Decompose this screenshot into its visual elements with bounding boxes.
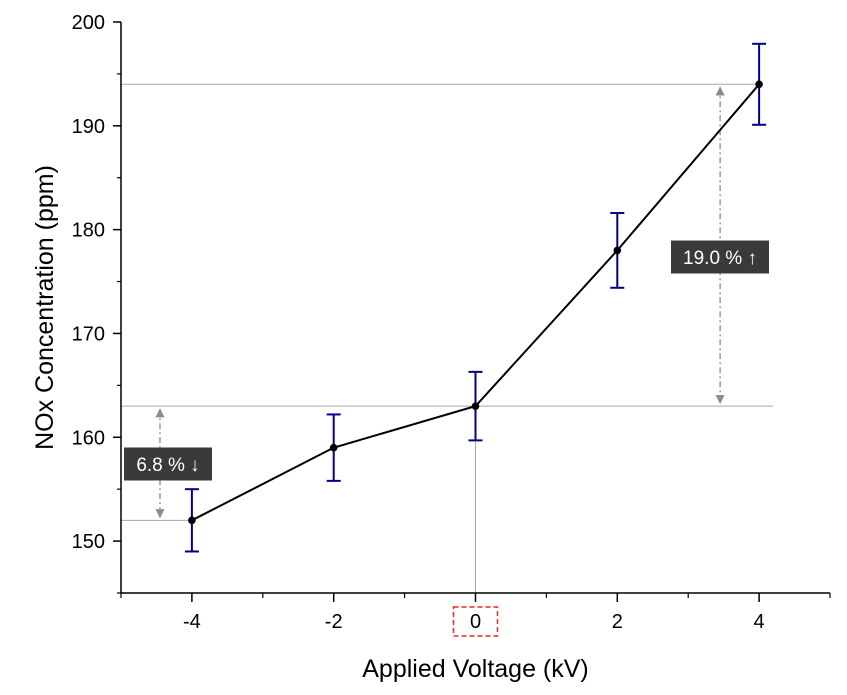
annotation-box	[671, 240, 769, 274]
annotations: 6.8 % ↓ 19.0 % ↑	[124, 86, 769, 519]
annotation-box	[124, 447, 212, 481]
x-axis-title: Applied Voltage (kV)	[362, 655, 589, 683]
y-tick-label: 180	[72, 220, 105, 242]
data-point	[188, 516, 196, 525]
reference-lines	[121, 83, 774, 593]
y-tick-label: 150	[72, 531, 105, 553]
data-point	[755, 80, 763, 89]
highlight-box	[452, 606, 499, 637]
data-series	[184, 42, 767, 553]
x-tick-label: 4	[754, 611, 765, 633]
y-axis-title: NOx Concentration (ppm)	[31, 165, 59, 450]
y-tick-label: 170	[72, 323, 105, 345]
annotation-label: 19.0 % ↑	[683, 248, 757, 269]
x-tick-label: 0	[470, 611, 481, 633]
y-tick-label: 160	[72, 427, 105, 449]
data-point	[329, 443, 338, 452]
data-point	[613, 246, 622, 255]
axis-ticks: 150 160 170 180 190 200 -4 -2 0 2 4	[72, 12, 831, 637]
x-tick-label: -4	[183, 611, 201, 633]
annotation-label: 6.8 % ↓	[136, 455, 199, 476]
data-point	[471, 402, 480, 410]
y-tick-label: 190	[72, 116, 105, 138]
x-tick-label: 2	[612, 611, 623, 633]
y-tick-label: 200	[72, 12, 105, 34]
x-tick-label: -2	[325, 611, 343, 633]
